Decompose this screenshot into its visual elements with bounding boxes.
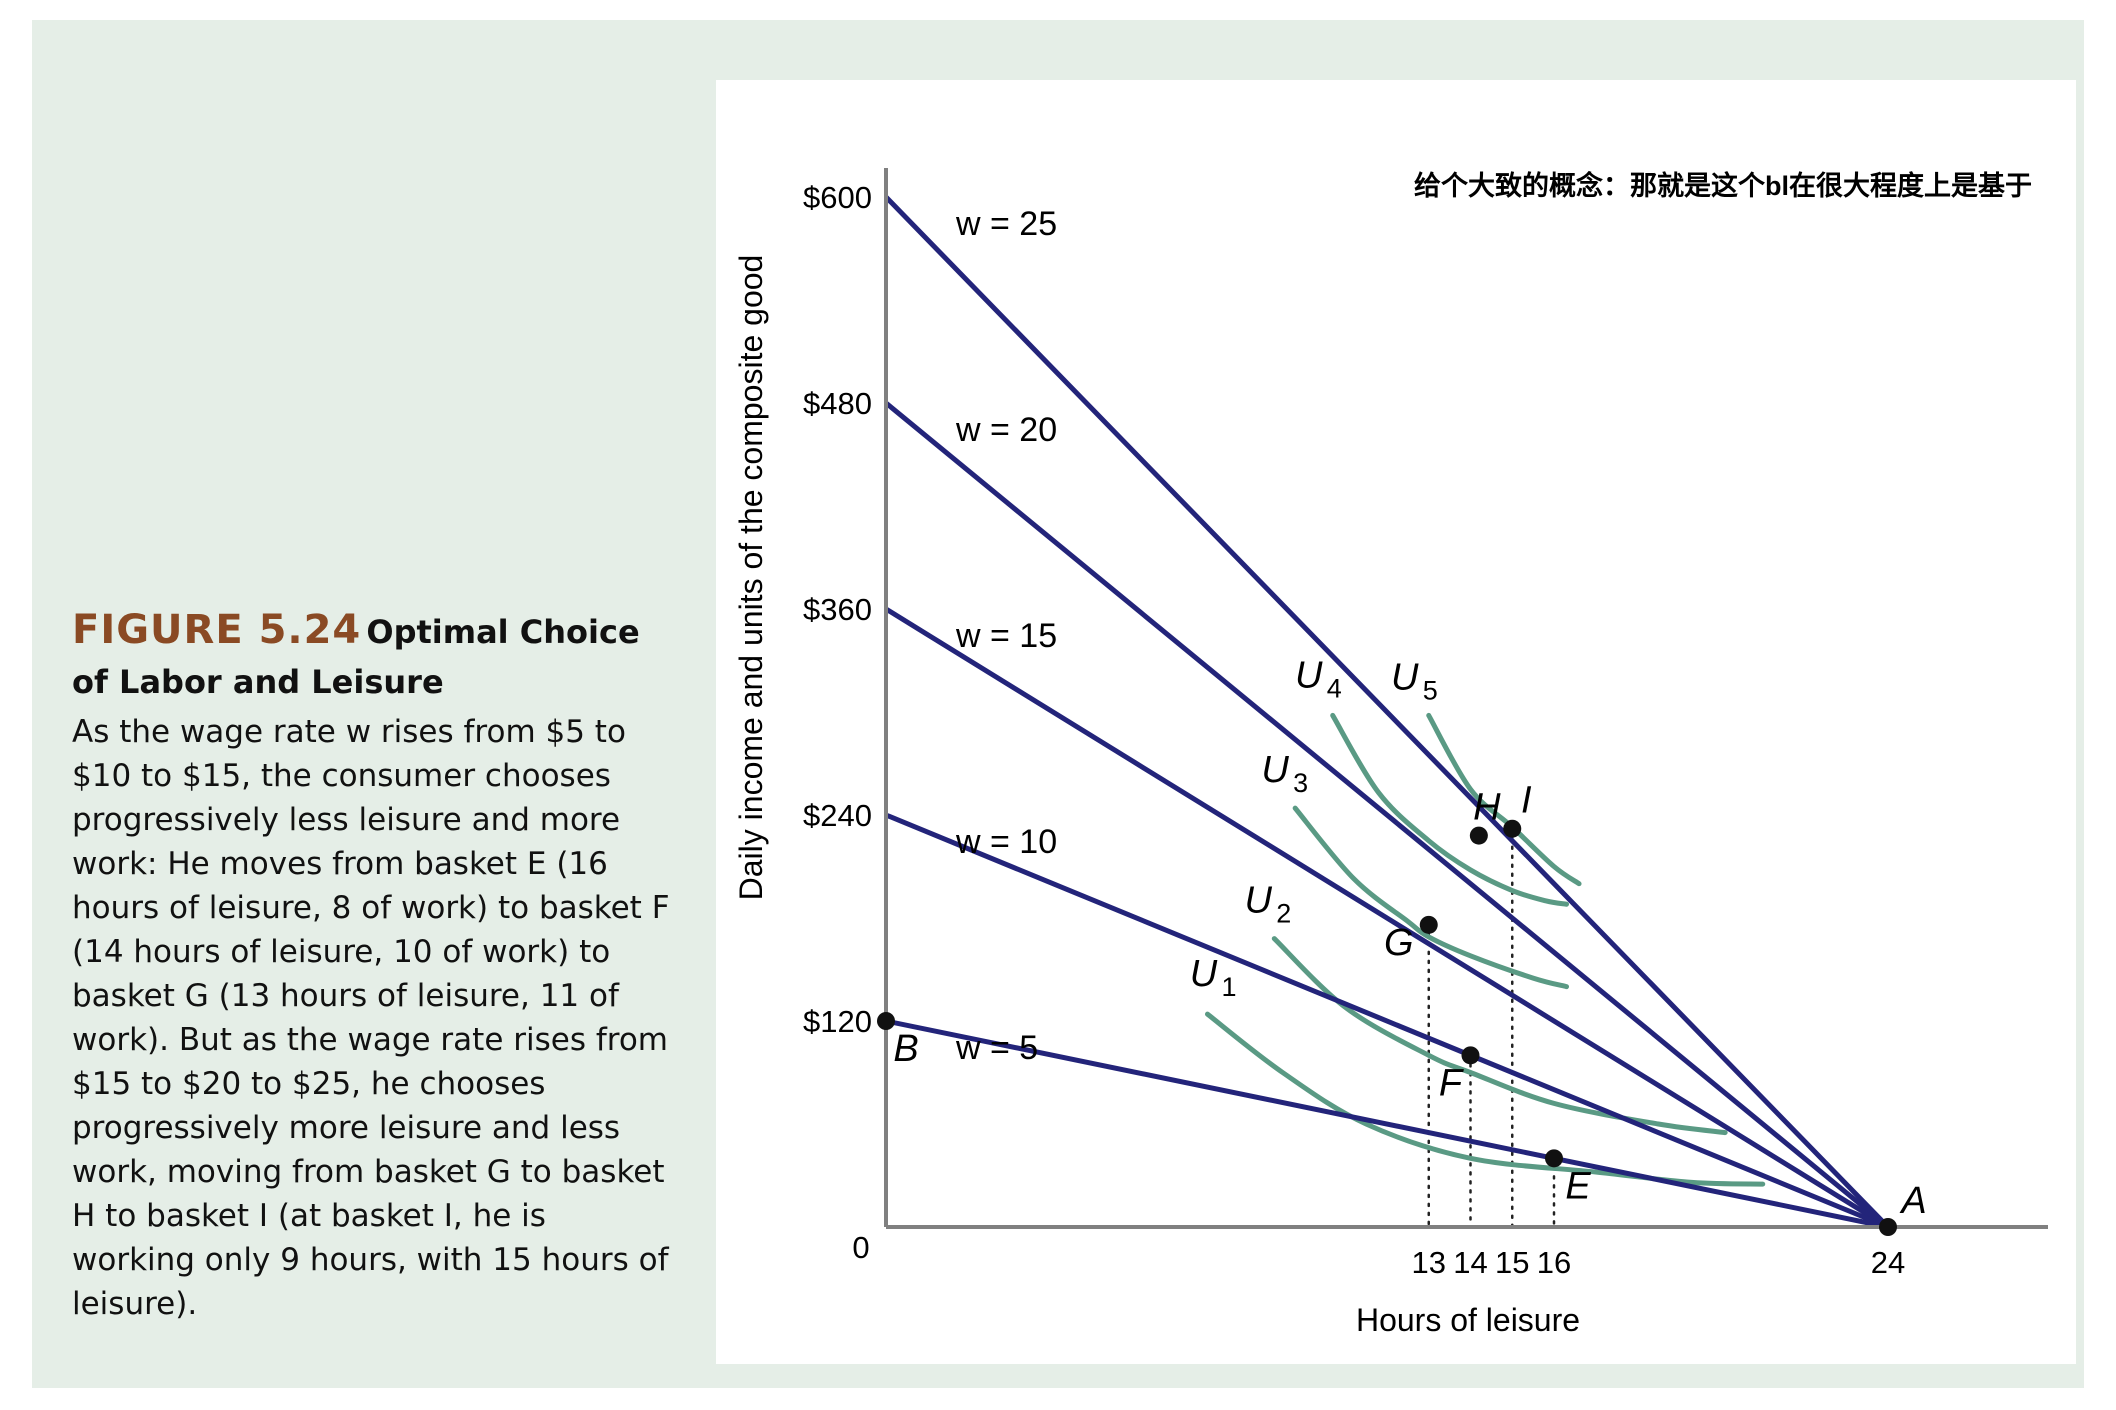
basket-label: G [1384, 922, 1414, 964]
budget-line-label: w = 15 [955, 617, 1057, 655]
budget-line-label: w = 20 [955, 411, 1057, 449]
basket-point [877, 1012, 895, 1030]
budget-line [884, 195, 1890, 1229]
y-tick-label: $120 [803, 1004, 872, 1039]
y-tick-label: $360 [803, 592, 872, 627]
y-tick-label: $600 [803, 180, 872, 215]
basket-label: I [1521, 780, 1532, 822]
x-tick-label: 14 [1453, 1245, 1487, 1280]
indifference-curve-subscript: 1 [1221, 972, 1236, 1002]
basket-label: F [1439, 1062, 1464, 1104]
basket-point [1879, 1218, 1897, 1236]
basket-point [1545, 1149, 1563, 1168]
origin-label: 0 [852, 1230, 869, 1265]
indifference-curve-label: U [1391, 656, 1419, 698]
figure-label: FIGURE 5.24 [72, 607, 362, 653]
figure-title: Optimal Choice of Labor and Leisure [72, 613, 640, 701]
axes [884, 168, 2048, 1229]
budget-line [885, 1018, 1889, 1230]
chart-panel: 给个大致的概念：那就是这个bl在很大程度上是基于 Daily income an… [716, 80, 2076, 1364]
indifference-curves: U 1U 2U 3U 4 U 5 [1190, 654, 1766, 1187]
annotation-text: 给个大致的概念：那就是这个bl在很大程度上是基于 [1414, 170, 2032, 201]
basket-point [1461, 1046, 1480, 1065]
basket-point [1503, 819, 1522, 838]
indifference-curve-label: U [1190, 953, 1218, 995]
basket-point [1419, 915, 1438, 934]
basket-label: E [1565, 1165, 1591, 1207]
indifference-curve [1330, 712, 1570, 907]
indifference-curve-subscript: 3 [1293, 768, 1308, 798]
budget-line [884, 606, 1890, 1230]
indifference-curve-subscript: 5 [1423, 675, 1438, 705]
indifference-curve-subscript: 4 [1327, 673, 1342, 703]
x-tick-label: 13 [1412, 1245, 1446, 1280]
budget-lines: w = 25 w = 20 w = 15 w = 10 w = 5 [884, 195, 1890, 1230]
x-axis-label: Hours of leisure [1356, 1302, 1580, 1338]
y-tick-label: $480 [803, 386, 872, 421]
basket-point [1469, 826, 1488, 845]
basket-label: A [1899, 1180, 1926, 1222]
indifference-curve-subscript: 2 [1276, 899, 1291, 929]
budget-line-label: w = 25 [955, 205, 1057, 243]
y-tick-label: $240 [803, 798, 872, 833]
figure-page: FIGURE 5.24 Optimal Choice of Labor and … [32, 20, 2084, 1388]
basket-label: H [1473, 787, 1501, 829]
indifference-curve-label: U [1261, 749, 1289, 791]
figure-caption-body: As the wage rate w rises from $5 to $10 … [72, 714, 670, 1322]
figure-caption: FIGURE 5.24 Optimal Choice of Labor and … [72, 608, 672, 1326]
budget-line [885, 812, 1889, 1230]
labor-leisure-chart: 给个大致的概念：那就是这个bl在很大程度上是基于 Daily income an… [733, 168, 2048, 1338]
budget-line-label: w = 5 [955, 1029, 1038, 1067]
y-axis-label: Daily income and units of the composite … [733, 255, 769, 901]
indifference-curve-label: U [1295, 654, 1323, 696]
indifference-curve-label: U [1245, 880, 1273, 922]
budget-line [884, 401, 1890, 1229]
x-tick-label: 16 [1537, 1245, 1571, 1280]
indifference-curve [1204, 1011, 1766, 1187]
basket-label: B [893, 1028, 918, 1070]
x-tick-label: 15 [1495, 1245, 1529, 1280]
indifference-curve [1271, 936, 1728, 1136]
basket-points: A B E F G H I [877, 780, 1927, 1236]
indifference-curve [1292, 805, 1570, 990]
x-tick-label: 24 [1871, 1245, 1905, 1280]
budget-line-label: w = 10 [955, 823, 1057, 861]
